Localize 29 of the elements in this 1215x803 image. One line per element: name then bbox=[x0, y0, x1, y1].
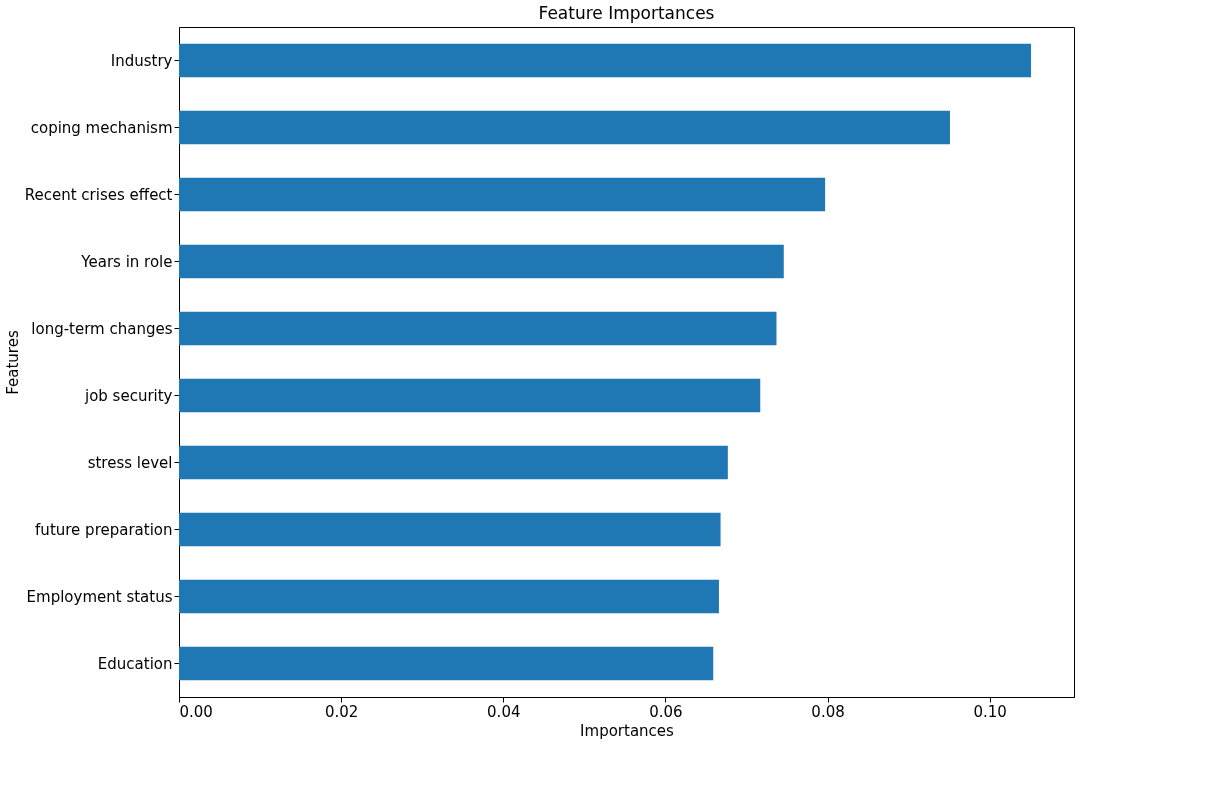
bar bbox=[179, 311, 777, 346]
bar bbox=[179, 110, 950, 145]
y-tick-label: Years in role bbox=[80, 252, 173, 271]
chart-title: Feature Importances bbox=[538, 3, 715, 23]
y-tick-label: future preparation bbox=[35, 520, 173, 539]
y-tick-label: coping mechanism bbox=[30, 118, 173, 137]
x-tick-label: 0.10 bbox=[973, 702, 1007, 721]
bar bbox=[179, 43, 1032, 78]
y-tick-label: Employment status bbox=[26, 587, 173, 606]
y-tick-label: stress level bbox=[87, 453, 173, 472]
bar bbox=[179, 445, 728, 480]
x-tick-label: 0.04 bbox=[487, 702, 521, 721]
bar bbox=[179, 646, 714, 681]
x-tick-label: 0.06 bbox=[649, 702, 683, 721]
bar bbox=[179, 579, 719, 614]
bar bbox=[179, 177, 826, 212]
x-tick-label: 0.08 bbox=[811, 702, 845, 721]
bar bbox=[179, 378, 761, 413]
y-tick-label: Industry bbox=[110, 51, 173, 70]
y-tick-label: job security bbox=[83, 386, 173, 405]
x-tick-label: 0.02 bbox=[324, 702, 359, 721]
y-tick-label: Recent crises effect bbox=[24, 185, 173, 204]
y-tick-label: long-term changes bbox=[31, 319, 173, 338]
x-axis-title: Importances bbox=[580, 721, 675, 740]
bar bbox=[179, 512, 721, 547]
bar bbox=[179, 244, 784, 279]
y-tick-label: Education bbox=[97, 654, 173, 673]
x-tick-label: 0.00 bbox=[179, 702, 213, 721]
y-axis-title: Features bbox=[3, 330, 22, 395]
